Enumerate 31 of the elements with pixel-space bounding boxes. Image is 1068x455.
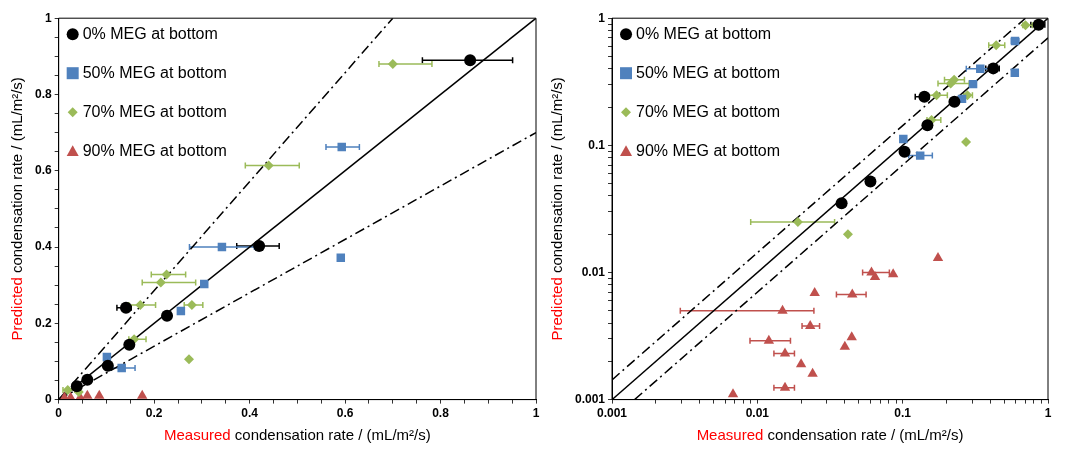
x-axis-title: Measured condensation rate / (mL/m²/s) <box>696 426 964 444</box>
x-tick-label: 0.1 <box>894 406 912 421</box>
legend-label: 0% MEG at bottom <box>636 24 772 42</box>
legend-label: 70% MEG at bottom <box>82 102 227 120</box>
y-tick-label: 0.6 <box>34 163 52 178</box>
x-tick-label: 0.4 <box>241 406 259 421</box>
y-tick-label: 0.01 <box>581 264 606 279</box>
x-tick-label: 0 <box>55 406 63 421</box>
legend-label: 70% MEG at bottom <box>636 102 781 120</box>
y-tick-label: 1 <box>598 10 606 25</box>
x-tick-label: 0.01 <box>745 406 770 421</box>
legend-label: 90% MEG at bottom <box>636 141 781 159</box>
y-tick-label: 0.2 <box>34 315 52 330</box>
legend-label: 0% MEG at bottom <box>82 24 218 42</box>
x-tick-label: 1 <box>532 406 540 421</box>
legend-label: 50% MEG at bottom <box>636 63 781 81</box>
legend-label: 50% MEG at bottom <box>82 63 227 81</box>
x-tick-label: 1 <box>1044 406 1052 421</box>
y-tick-label: 0.001 <box>575 391 606 406</box>
y-tick-label: 0.1 <box>588 137 606 152</box>
y-tick-label: 1 <box>44 10 52 25</box>
y-tick-label: 0.8 <box>34 86 52 101</box>
legend-label: 90% MEG at bottom <box>82 141 227 159</box>
x-tick-label: 0.6 <box>336 406 354 421</box>
y-axis-title: Predicted condensation rate / (mL/m²/s) <box>548 77 566 341</box>
y-tick-label: 0.4 <box>34 239 52 254</box>
x-axis-title: Measured condensation rate / (mL/m²/s) <box>163 426 431 444</box>
y-tick-label: 0 <box>44 391 52 406</box>
y-axis-title: Predicted condensation rate / (mL/m²/s) <box>8 77 26 341</box>
x-tick-label: 0.8 <box>432 406 450 421</box>
x-tick-label: 0.2 <box>145 406 163 421</box>
